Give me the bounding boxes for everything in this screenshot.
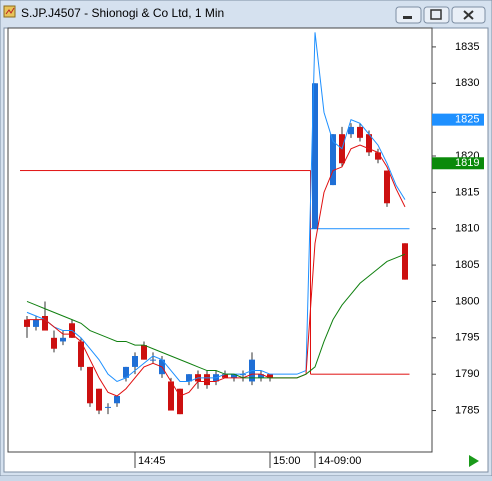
y-tick-label: 1795 [455,332,479,344]
candle-body [96,388,102,411]
candle-body [375,152,381,160]
candle-body [114,396,120,404]
candle-body [258,374,264,378]
y-tick-label: 1830 [455,77,479,89]
price-tag [432,113,484,126]
scroll-arrow[interactable] [469,455,479,467]
close-button[interactable] [451,6,486,24]
candle-body [330,134,336,186]
candle-body [60,337,66,342]
window-title: S.JP.J4507 - Shionogi & Co Ltd, 1 Min [21,6,224,20]
x-tick-label: 14:45 [138,455,166,467]
price-tag-label: 1825 [455,114,479,126]
candle-body [312,83,318,229]
ma-line [27,144,406,397]
candle-body [51,337,57,349]
y-tick-label: 1800 [455,295,479,307]
candle-body [402,243,408,280]
candle-body [177,388,183,415]
minimize-button[interactable] [395,6,422,24]
candle-body [168,381,174,411]
y-tick-label: 1815 [455,186,479,198]
y-tick-label: 1785 [455,404,479,416]
candle-body [33,319,39,327]
candle-body [105,406,111,408]
candle-body [366,134,372,153]
candle-body [42,316,48,331]
plot: 1785179017951800180518101815182018251830… [20,32,484,468]
candle-body [78,341,84,367]
window-icon-line [5,7,15,15]
price-tag-label: 1819 [455,157,479,169]
candle-body [87,366,93,404]
candle-body [231,374,237,378]
y-tick-label: 1790 [455,368,479,380]
candle-body [24,319,30,327]
candle-body [222,374,228,378]
candle-body [150,359,156,361]
ma-line [26,253,406,379]
candle-body [357,126,363,138]
candle-body [267,374,273,378]
candle-body [123,366,129,378]
plot-area [7,27,433,453]
candle-body [132,356,138,367]
y-tick-label: 1810 [455,223,479,235]
price-tag [432,157,484,170]
y-tick-label: 1835 [455,41,479,53]
maximize-button[interactable] [423,6,450,24]
x-tick-label: 14-09:00 [318,455,361,467]
ma-line [26,32,406,383]
candle-body [204,374,210,386]
x-tick-label: 15:00 [273,455,301,467]
candle-body [186,374,192,382]
y-tick-label: 1805 [455,259,479,271]
candle-body [348,126,354,135]
candle-body [384,170,390,204]
candle-body [141,345,147,360]
